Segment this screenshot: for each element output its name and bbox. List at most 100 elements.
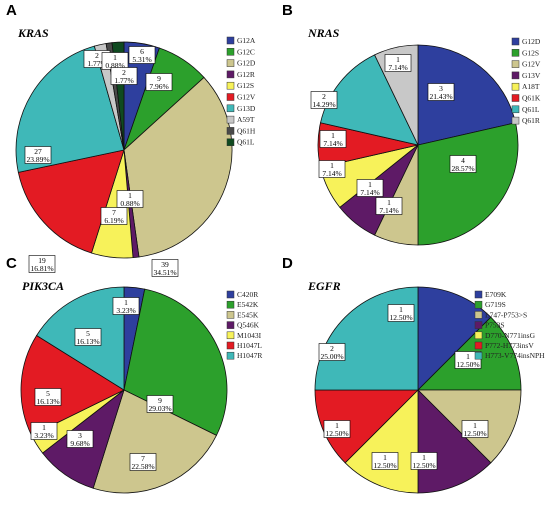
legend-swatch (511, 49, 520, 57)
legend-swatch (474, 321, 483, 329)
legend-entry-label: D770-N771insG (485, 331, 536, 340)
legend-entry-label: G12A (237, 36, 256, 45)
slice-count-label: 2 (122, 68, 126, 77)
slice-percent-label: 12.50% (373, 461, 396, 470)
legend-swatch (226, 59, 235, 67)
slice-count-label: 9 (157, 74, 161, 83)
legend-entry-label: Q61K (522, 94, 541, 103)
pie-panel-a: AKRAS65.31%97.96%3934.51%10.88%76.19%191… (6, 2, 233, 277)
slice-percent-label: 16.81% (30, 264, 53, 273)
slice-label: 321.43% (427, 83, 455, 101)
legend-entry-label: E542K (237, 300, 259, 309)
slice-label: 39.68% (66, 430, 94, 448)
slice-count-label: 5 (86, 329, 90, 338)
legend-swatch (511, 37, 520, 46)
slice-count-label: 1 (422, 453, 426, 462)
slice-count-label: 1 (473, 421, 477, 430)
slice-percent-label: 16.13% (76, 337, 99, 346)
legend-entry-label: Q61L (522, 105, 540, 114)
slice-percent-label: 21.43% (429, 92, 452, 101)
slice-label: 516.13% (34, 388, 62, 406)
legend-entry-label: M1043I (237, 331, 262, 340)
legend-swatch (511, 105, 520, 114)
slice-label: 10.88% (116, 190, 144, 208)
slice-count-label: 27 (34, 147, 42, 156)
slice-percent-label: 3.23% (116, 306, 135, 315)
slice-percent-label: 12.50% (463, 429, 486, 438)
legend-swatch (226, 81, 235, 90)
legend-swatch (226, 138, 235, 146)
legend-swatch (226, 341, 235, 350)
slice-percent-label: 0.88% (120, 199, 139, 208)
legend-swatch (226, 331, 235, 340)
slice-percent-label: 1.77% (114, 76, 133, 85)
legend-entry-label: G719S (485, 300, 506, 309)
slice-percent-label: 14.29% (312, 100, 335, 109)
legend-swatch (226, 300, 235, 309)
slice-label: 21.77% (110, 67, 138, 85)
pie-slice-g13d (15, 45, 125, 173)
slice-count-label: 1 (124, 298, 128, 307)
slice-percent-label: 5.31% (132, 55, 151, 64)
slice-count-label: 39 (161, 260, 169, 269)
panel-letter-b: B (282, 2, 293, 19)
legend-swatch (226, 127, 235, 135)
legend-entry-label: G12D (522, 37, 541, 46)
slice-percent-label: 25.00% (320, 352, 343, 361)
legend-entry-label: G12R (237, 70, 255, 79)
legend-swatch (511, 71, 520, 80)
legend-swatch (474, 290, 483, 299)
slice-label: 112.50% (323, 420, 351, 438)
legend-entry-label: H1047R (237, 351, 262, 360)
slice-count-label: 2 (330, 344, 334, 353)
pie-slice-p772-h773insv (314, 389, 419, 464)
legend-swatch (226, 104, 235, 113)
legend-entry-label: E545K (237, 310, 259, 319)
legend-entry-label: H773-V774insNPH (485, 351, 545, 360)
legend-swatch (226, 36, 235, 45)
slice-percent-label: 12.50% (389, 313, 412, 322)
pie-slice-e545k (92, 389, 218, 494)
slice-count-label: 1 (331, 131, 335, 140)
slice-count-label: 1 (387, 198, 391, 207)
legend-entry-label: G12S (522, 48, 539, 57)
legend-entry-label: G12V (237, 93, 256, 102)
slice-percent-label: 23.89% (26, 155, 49, 164)
slice-count-label: 6 (140, 47, 144, 56)
slice-count-label: 1 (128, 191, 132, 200)
slice-count-label: 1 (396, 55, 400, 64)
slice-count-label: 1 (113, 53, 117, 62)
slice-label: 112.50% (387, 304, 415, 322)
slice-percent-label: 7.14% (388, 63, 407, 72)
slice-count-label: 1 (330, 161, 334, 170)
slice-label: 225.00% (318, 343, 346, 361)
slice-label: 17.14% (384, 54, 412, 72)
legend-swatch (474, 351, 483, 360)
slice-label: 112.50% (410, 452, 438, 470)
pie-slice-h773-v774insnph (314, 286, 419, 391)
slice-percent-label: 29.03% (148, 404, 171, 413)
slice-count-label: 4 (461, 156, 465, 165)
legend-swatch (226, 290, 235, 299)
slice-label: 428.57% (449, 155, 477, 173)
slice-percent-label: 16.13% (36, 397, 59, 406)
legend-swatch (226, 115, 235, 124)
slice-percent-label: 28.57% (451, 164, 474, 173)
slice-count-label: 9 (158, 396, 162, 405)
legend-entry-label: G12S (237, 81, 254, 90)
legend-entry-label: P772-H773insV (485, 341, 534, 350)
legend-entry-label: Q61R (522, 116, 540, 125)
slice-percent-label: 7.14% (360, 188, 379, 197)
slice-count-label: 2 (322, 92, 326, 101)
slice-percent-label: 12.50% (412, 461, 435, 470)
slice-count-label: 19 (38, 256, 46, 265)
legend-entry-label: G12D (237, 59, 256, 68)
slice-percent-label: 7.14% (322, 169, 341, 178)
slice-count-label: 5 (46, 389, 50, 398)
slice-label: 929.03% (146, 395, 174, 413)
